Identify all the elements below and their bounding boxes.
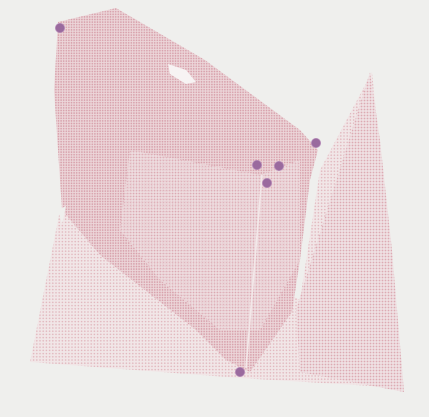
marker-center-3[interactable] bbox=[261, 177, 272, 188]
marker-bottom[interactable] bbox=[234, 366, 245, 377]
point-cloud-inner-face bbox=[120, 150, 300, 330]
marker-center-2[interactable] bbox=[273, 160, 284, 171]
point-cloud-fold-line bbox=[245, 174, 263, 369]
marker-top-left[interactable] bbox=[55, 22, 66, 33]
point-cloud-right-shard bbox=[296, 72, 404, 392]
point-cloud-left-gap bbox=[58, 206, 66, 224]
marker-center-1[interactable] bbox=[251, 159, 262, 170]
point-cloud-hole bbox=[168, 64, 196, 84]
marker-right-edge[interactable] bbox=[310, 137, 321, 148]
marker-layer bbox=[55, 22, 321, 377]
